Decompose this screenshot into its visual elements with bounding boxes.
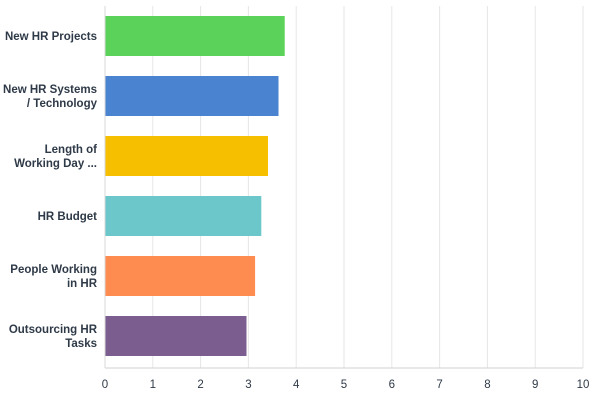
category-label: New HR Projects (5, 31, 97, 43)
category-label: HR Budget (38, 211, 98, 223)
bar (105, 316, 247, 356)
category-label: New HR Systems / Technology (3, 84, 98, 110)
bar (105, 256, 256, 296)
category-label: Outsourcing HR Tasks (9, 324, 98, 350)
x-tick-label: 9 (532, 379, 538, 391)
bar (105, 16, 285, 56)
category-label: People Working in HR (10, 264, 97, 290)
x-tick-label: 3 (245, 379, 251, 391)
x-tick-label: 0 (102, 379, 108, 391)
x-tick-label: 4 (293, 379, 300, 391)
bar (105, 76, 279, 116)
bars (105, 16, 285, 356)
x-axis (104, 6, 583, 369)
x-tick-label: 10 (577, 379, 590, 391)
bar (105, 136, 268, 176)
x-tick-label: 7 (436, 379, 442, 391)
x-tick-label: 8 (484, 379, 490, 391)
gridlines (152, 6, 584, 368)
bar (105, 196, 262, 236)
x-tick-label: 6 (389, 379, 395, 391)
x-tick-label: 1 (150, 379, 156, 391)
x-tick-labels: 0 1 2 3 4 5 6 7 8 9 10 (102, 379, 590, 391)
category-label: Length of Working Day ... (14, 144, 97, 170)
x-tick-label: 2 (197, 379, 203, 391)
category-labels: New HR Projects New HR Systems / Technolog… (3, 31, 98, 350)
x-tick-label: 5 (341, 379, 347, 391)
